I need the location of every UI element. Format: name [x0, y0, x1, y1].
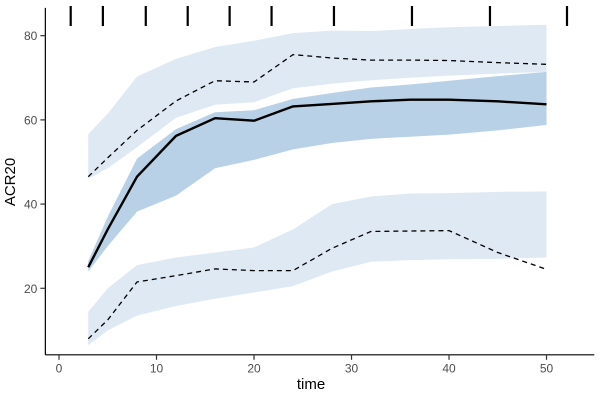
- y-tick-label: 20: [24, 282, 38, 296]
- x-tick-label: 30: [345, 362, 359, 376]
- y-tick-label: 60: [24, 113, 38, 127]
- series-lines: [87, 53, 547, 340]
- x-tick-label: 0: [56, 362, 63, 376]
- x-tick-label: 20: [247, 362, 261, 376]
- axes: [44, 7, 595, 356]
- x-axis-title: time: [297, 376, 325, 393]
- x-tick-label: 10: [150, 362, 164, 376]
- upper-dashed-line: [87, 53, 547, 178]
- x-tick-label: 40: [442, 362, 456, 376]
- middle-solid-confidence-band: [88, 71, 547, 272]
- y-tick-label: 80: [24, 29, 38, 43]
- confidence-ribbons: [88, 24, 547, 346]
- middle-solid-line: [87, 98, 547, 268]
- lower-dashed-line: [87, 229, 547, 340]
- upper-dashed-confidence-band: [88, 24, 547, 179]
- tick-marks-and-labels: 0 10 20 30 40 50 20 40 60 80: [24, 29, 554, 375]
- y-tick-label: 40: [24, 198, 38, 212]
- x-tick-label: 50: [540, 362, 554, 376]
- lower-dashed-confidence-band: [88, 191, 547, 346]
- top-rug-marks: [69, 6, 569, 26]
- y-axis-title: ACR20: [2, 158, 19, 206]
